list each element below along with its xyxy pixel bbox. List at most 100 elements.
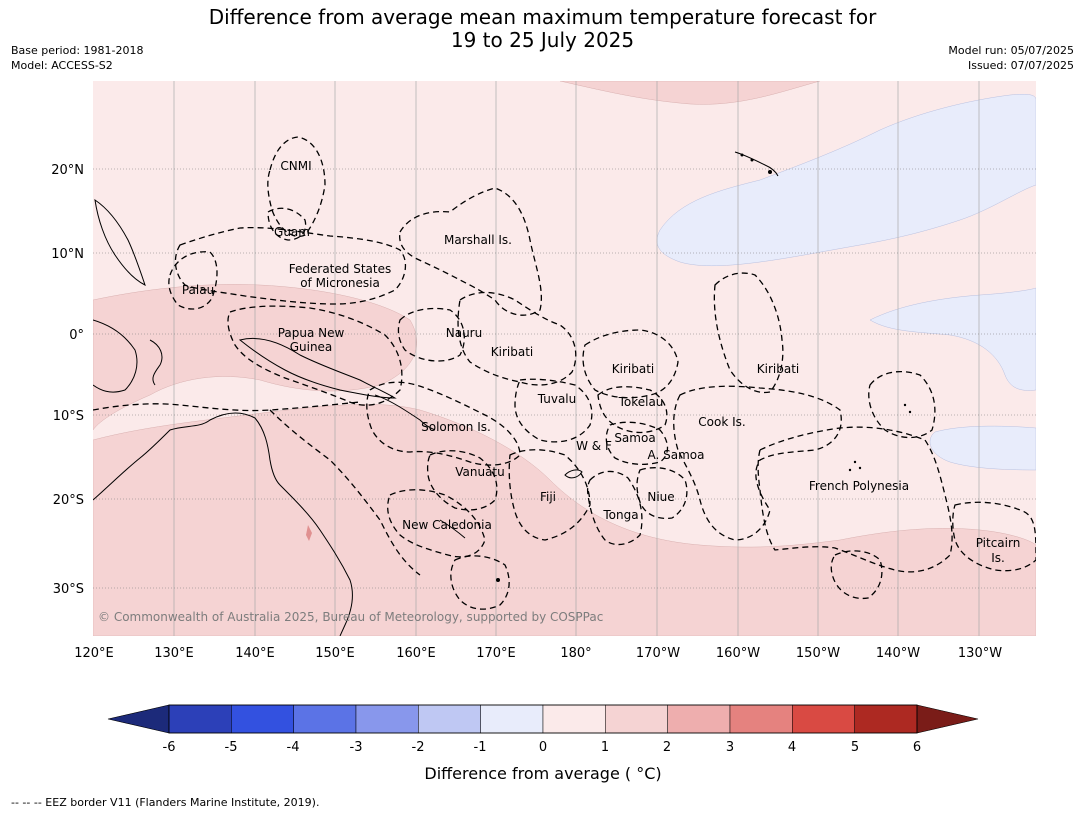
- label-png-1: Papua New: [278, 326, 345, 340]
- colorbar-tick: 5: [851, 740, 859, 755]
- graticule: [173, 81, 980, 636]
- map-panel: CNMI Guam Marshall Is. Federated States …: [93, 81, 1036, 636]
- anomaly-region-north: [559, 81, 821, 105]
- colorbar-tick: 6: [913, 740, 921, 755]
- label-fsm-2: of Micronesia: [300, 276, 380, 290]
- eez-pitcairn: [952, 501, 1036, 572]
- y-tick-label: 20°S: [53, 493, 84, 508]
- label-pitcairn-2: Is.: [991, 551, 1005, 565]
- label-fsm-1: Federated States: [289, 262, 391, 276]
- x-tick-label: 150°E: [315, 646, 355, 661]
- tasmania-fill: [306, 525, 312, 541]
- eez-nauru: [397, 307, 465, 362]
- eez-footnote: -- -- -- EEZ border V11 (Flanders Marine…: [11, 796, 320, 809]
- title-line-1: Difference from average mean maximum tem…: [208, 5, 877, 29]
- label-kiribati-e: Kiribati: [757, 362, 799, 376]
- cool-region-southeast: [929, 425, 1036, 471]
- eez-tuvalu: [514, 378, 593, 443]
- label-samoa: Samoa: [614, 431, 655, 445]
- colorbar-bin: [792, 704, 855, 734]
- eez-cnmi: [267, 136, 326, 237]
- x-tick-label: 130°E: [154, 646, 194, 661]
- y-axis-labels: 20°N 10°N 0° 10°S 20°S 30°S: [51, 163, 84, 597]
- latitude-lines: [93, 168, 1036, 589]
- colorbar-label: Difference from average ( °C): [424, 764, 661, 783]
- colorbar-tick-labels: -6 -5 -4 -3 -2 -1 0 1 2 3 4 5 6: [163, 740, 922, 755]
- fiji-coast: [564, 469, 583, 479]
- label-kiribati-w: Kiribati: [491, 345, 533, 359]
- colorbar-extend-high: [916, 704, 979, 734]
- colorbar-bin: [729, 704, 793, 734]
- colorbar-extend-low: [107, 704, 170, 734]
- colorbar-bin: [168, 704, 232, 734]
- label-nauru: Nauru: [446, 326, 482, 340]
- eez-solomon: [366, 381, 521, 466]
- label-vanuatu: Vanuatu: [455, 465, 505, 479]
- colorbar-bin: [231, 704, 294, 734]
- y-tick-label: 0°: [69, 328, 84, 343]
- eez-australia-coralsea: [269, 409, 421, 576]
- eez-borders: [93, 136, 1036, 610]
- x-tick-label: 150°W: [796, 646, 840, 661]
- copyright-text: © Commonwealth of Australia 2025, Bureau…: [98, 610, 603, 624]
- label-palau: Palau: [182, 283, 214, 297]
- eez-cook: [673, 385, 842, 541]
- x-tick-label: 120°E: [74, 646, 114, 661]
- new-caledonia-coast: [439, 519, 466, 539]
- colorbar: -6 -5 -4 -3 -2 -1 0 1 2 3 4 5 6 Differen…: [107, 704, 979, 783]
- eez-kermadec: [830, 550, 883, 600]
- label-fiji: Fiji: [540, 490, 556, 504]
- eez-australia-east: [93, 401, 361, 412]
- colorbar-tick: 4: [788, 740, 796, 755]
- new-guinea-coast: [238, 337, 397, 399]
- eez-png: [227, 305, 403, 406]
- label-asamoa: A. Samoa: [648, 448, 705, 462]
- colorbar-tick: -4: [287, 740, 300, 755]
- coastlines: [93, 151, 779, 636]
- eez-new-caledonia: [387, 489, 486, 558]
- label-marshall: Marshall Is.: [444, 233, 512, 247]
- eez-vanuatu: [426, 450, 498, 511]
- colorbar-bin: [605, 704, 668, 734]
- place-labels: CNMI Guam Marshall Is. Federated States …: [182, 159, 1020, 565]
- label-wf: W & F: [576, 439, 612, 453]
- eez-kiribati-e: [713, 272, 784, 394]
- sulawesi-coast: [149, 339, 163, 386]
- y-tick-label: 10°N: [51, 247, 84, 262]
- colorbar-frame: [168, 704, 918, 734]
- label-tonga: Tonga: [602, 508, 638, 522]
- label-png-2: Guinea: [290, 340, 333, 354]
- colorbar-tick: 2: [663, 740, 671, 755]
- y-tick-label: 20°N: [51, 163, 84, 178]
- x-axis-labels: 120°E 130°E 140°E 150°E 160°E 170°E 180°…: [74, 646, 1002, 661]
- label-tokelau: Tokelau: [618, 395, 664, 409]
- x-tick-label: 140°E: [235, 646, 275, 661]
- eez-fp-north: [868, 371, 936, 439]
- y-tick-label: 10°S: [53, 409, 84, 424]
- label-niue: Niue: [647, 490, 674, 504]
- colorbar-tick: -6: [163, 740, 176, 755]
- meta-left: Base period: 1981-2018 Model: ACCESS-S2: [11, 43, 143, 73]
- x-tick-label: 160°W: [716, 646, 760, 661]
- colorbar-bin: [355, 704, 419, 734]
- colorbar-bin: [418, 704, 481, 734]
- x-tick-label: 170°W: [636, 646, 680, 661]
- australia-coast: [93, 412, 353, 636]
- colorbar-tick: -2: [412, 740, 425, 755]
- eez-kiribati-c: [582, 329, 679, 399]
- eez-samoa: [605, 421, 669, 465]
- meta-right: Model run: 05/07/2025 Issued: 07/07/2025: [948, 43, 1074, 73]
- title-line-2: 19 to 25 July 2025: [450, 28, 635, 52]
- label-new-caledonia: New Caledonia: [402, 518, 492, 532]
- label-kiribati-c: Kiribati: [612, 362, 654, 376]
- eez-tonga: [586, 470, 643, 546]
- eez-palau: [168, 251, 218, 310]
- label-french-polynesia: French Polynesia: [809, 479, 909, 493]
- colorbar-boxes: [168, 704, 918, 734]
- cool-region-north: [656, 93, 1036, 266]
- colorbar-tick: 1: [601, 740, 609, 755]
- colorbar-tick: -3: [350, 740, 363, 755]
- colorbar-tick: 3: [726, 740, 734, 755]
- label-solomon: Solomon Is.: [421, 420, 491, 434]
- colorbar-bin: [667, 704, 731, 734]
